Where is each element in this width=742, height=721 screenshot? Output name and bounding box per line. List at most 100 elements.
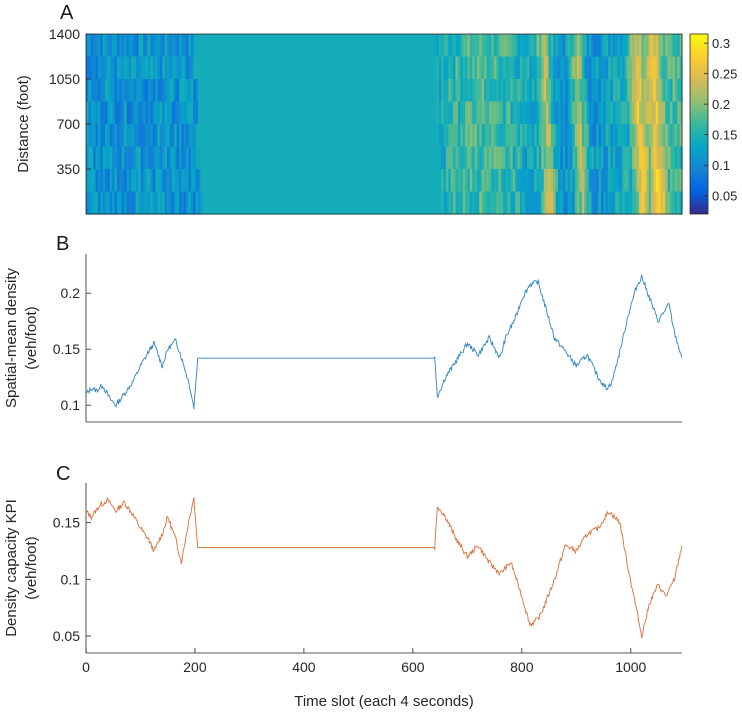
heatmap-cell	[634, 56, 638, 80]
heatmap-cell	[486, 56, 490, 80]
heatmap-cell	[367, 191, 371, 215]
heatmap-cell	[322, 101, 325, 125]
heatmap-cell	[553, 191, 557, 215]
heatmap-cell	[655, 146, 659, 170]
heatmap-cell	[462, 34, 466, 58]
heatmap-cell	[655, 101, 659, 125]
heatmap-cell	[131, 79, 135, 103]
heatmap-cell	[188, 169, 192, 193]
heatmap-cell	[279, 124, 283, 148]
heatmap-cell	[546, 79, 550, 103]
heatmap-cell	[574, 79, 578, 103]
heatmap-cell	[195, 101, 199, 125]
heatmap-cell	[238, 191, 242, 215]
heatmap-cell	[281, 124, 285, 148]
heatmap-cell	[105, 169, 109, 193]
heatmap-cell	[345, 56, 349, 80]
heatmap-cell	[200, 34, 204, 58]
heatmap-cell	[639, 79, 643, 103]
heatmap-cell	[338, 146, 342, 170]
heatmap-cell	[491, 79, 495, 103]
heatmap-cell	[572, 169, 576, 193]
heatmap-cell	[174, 169, 178, 193]
heatmap-cell	[403, 169, 407, 193]
heatmap-cell	[505, 56, 509, 80]
heatmap-cell	[517, 56, 521, 80]
heatmap-cell	[205, 56, 209, 80]
heatmap-cell	[372, 34, 376, 58]
heatmap-cell	[143, 146, 147, 170]
heatmap-cell	[262, 79, 266, 103]
heatmap-cell	[274, 146, 278, 170]
heatmap-cell	[620, 34, 623, 58]
heatmap-cell	[171, 124, 175, 148]
heatmap-cell	[279, 34, 283, 58]
heatmap-cell	[541, 146, 545, 170]
heatmap-cell	[384, 169, 387, 193]
heatmap-cell	[553, 169, 557, 193]
heatmap-cell	[312, 146, 316, 170]
heatmap-cell	[186, 79, 190, 103]
heatmap-cell	[357, 79, 361, 103]
heatmap-cell	[295, 146, 299, 170]
heatmap-cell	[279, 169, 283, 193]
heatmap-cell	[262, 56, 266, 80]
heatmap-cell	[636, 79, 640, 103]
heatmap-cell	[391, 79, 395, 103]
heatmap-cell	[312, 124, 316, 148]
heatmap-cell	[472, 124, 476, 148]
heatmap-cell	[674, 79, 678, 103]
heatmap-cell	[231, 56, 235, 80]
heatmap-cell	[367, 34, 371, 58]
heatmap-cell	[276, 34, 280, 58]
heatmap-cell	[145, 34, 149, 58]
heatmap-cell	[381, 56, 385, 80]
heatmap-cell	[116, 191, 120, 215]
heatmap-cell	[255, 56, 259, 80]
heatmap-cell	[126, 191, 130, 215]
heatmap-cell	[426, 124, 430, 148]
heatmap-cell	[231, 169, 235, 193]
heatmap-cell	[286, 146, 290, 170]
heatmap-cell	[105, 56, 109, 80]
heatmap-cell	[178, 101, 182, 125]
heatmap-cell	[395, 79, 399, 103]
heatmap-cell	[171, 191, 175, 215]
ytick-label: 0.1	[61, 397, 81, 413]
heatmap-cell	[167, 146, 171, 170]
heatmap-cell	[200, 169, 204, 193]
heatmap-cell	[488, 34, 492, 58]
heatmap-cell	[407, 169, 411, 193]
heatmap-cell	[658, 191, 662, 215]
heatmap-cell	[212, 169, 216, 193]
heatmap-cell	[97, 191, 101, 215]
heatmap-cell	[143, 169, 147, 193]
panel-a-letter: A	[60, 2, 74, 24]
heatmap-cell	[155, 79, 159, 103]
colorbar-tick-label: 0.1	[712, 158, 730, 173]
heatmap-cell	[445, 101, 449, 125]
heatmap-cell	[572, 79, 576, 103]
heatmap-cell	[276, 169, 280, 193]
heatmap-cell	[662, 101, 666, 125]
heatmap-cell	[95, 79, 99, 103]
heatmap-cell	[257, 169, 261, 193]
heatmap-cell	[362, 169, 366, 193]
heatmap-cell	[157, 146, 161, 170]
heatmap-cell	[484, 169, 488, 193]
heatmap-cell	[417, 191, 421, 215]
heatmap-cell	[167, 79, 171, 103]
heatmap-cell	[431, 146, 435, 170]
heatmap-cell	[140, 146, 144, 170]
heatmap-cell	[605, 191, 609, 215]
heatmap-cell	[114, 56, 118, 80]
heatmap-cell	[174, 191, 178, 215]
heatmap-cell	[629, 56, 633, 80]
heatmap-cell	[484, 146, 488, 170]
panel-b-ylabel-line1: Spatial-mean density	[3, 267, 20, 408]
heatmap-cell	[429, 124, 433, 148]
heatmap-cell	[488, 101, 492, 125]
heatmap-cell	[159, 56, 163, 80]
heatmap-cell	[500, 124, 504, 148]
xtick-label: 0	[82, 659, 90, 675]
